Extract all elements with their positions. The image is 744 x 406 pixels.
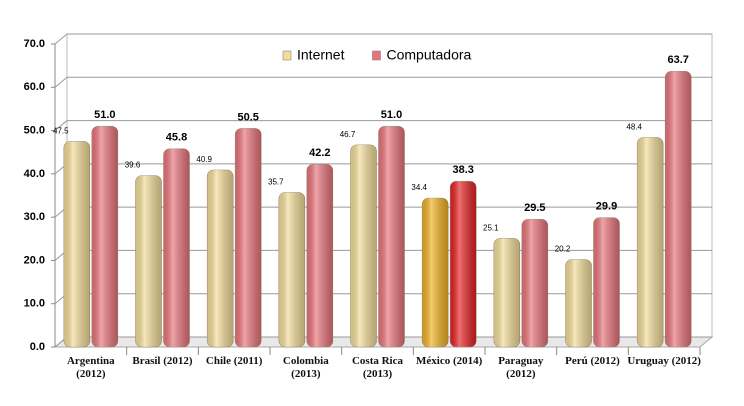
value-label: 51.0 bbox=[381, 109, 402, 121]
bar-shade bbox=[593, 217, 620, 347]
value-label: 48.4 bbox=[626, 123, 642, 132]
value-label: 50.5 bbox=[237, 111, 258, 123]
bar-shade bbox=[135, 175, 162, 347]
bar-shade bbox=[665, 71, 692, 348]
legend-swatch bbox=[372, 50, 381, 61]
y-tick-label: 70.0 bbox=[24, 38, 45, 50]
y-tick-label: 30.0 bbox=[24, 211, 45, 223]
grid-line-side bbox=[54, 120, 68, 131]
value-label: 46.7 bbox=[340, 130, 356, 139]
value-label: 47.5 bbox=[53, 127, 69, 136]
legend-label: Computadora bbox=[386, 47, 471, 63]
value-label: 51.0 bbox=[94, 109, 115, 121]
value-label: 35.7 bbox=[268, 178, 284, 187]
x-tick-label: Paraguay (2012) bbox=[498, 355, 544, 380]
y-tick-label: 0.0 bbox=[30, 341, 45, 353]
y-tick-label: 10.0 bbox=[24, 298, 45, 310]
y-tick-label: 20.0 bbox=[24, 254, 45, 266]
value-label: 20.2 bbox=[555, 245, 571, 254]
bar-shade bbox=[278, 192, 305, 347]
value-label: 45.8 bbox=[166, 132, 187, 144]
grid-line-side bbox=[54, 33, 68, 45]
value-label: 29.5 bbox=[524, 202, 545, 214]
y-tick-label: 40.0 bbox=[24, 168, 45, 180]
bar-shade bbox=[91, 126, 118, 347]
bar-shade bbox=[350, 144, 377, 347]
value-label: 39.6 bbox=[125, 161, 141, 170]
bar-shade bbox=[450, 181, 477, 347]
x-tick-label: Argentina (2012) bbox=[66, 355, 115, 380]
value-label: 29.9 bbox=[596, 200, 617, 212]
x-tick-label: México (2014) bbox=[416, 355, 483, 367]
value-label: 38.3 bbox=[452, 164, 473, 176]
x-tick-label: Costa Rica (2013) bbox=[351, 355, 403, 380]
y-tick-label: 50.0 bbox=[24, 124, 45, 136]
x-tick-label: Brasil (2012) bbox=[132, 355, 193, 367]
bar-shade bbox=[521, 219, 548, 347]
bar-shade bbox=[235, 128, 262, 347]
legend-label: Internet bbox=[297, 47, 345, 63]
bar-shade bbox=[207, 169, 234, 347]
value-label: 63.7 bbox=[667, 54, 688, 66]
x-tick-label: Colombia (2013) bbox=[282, 355, 329, 380]
bar-shade bbox=[163, 148, 190, 347]
bar-shade bbox=[493, 238, 520, 347]
bar-shade bbox=[378, 126, 405, 347]
grid-line-side bbox=[54, 76, 68, 88]
bar-shade bbox=[306, 164, 333, 347]
bar-shade bbox=[565, 259, 592, 347]
x-tick-label: Uruguay (2012) bbox=[627, 355, 701, 367]
bar-shade bbox=[63, 141, 90, 347]
value-label: 42.2 bbox=[309, 147, 330, 159]
x-tick-label: Perú (2012) bbox=[565, 355, 620, 367]
value-label: 25.1 bbox=[483, 223, 499, 232]
bar-shade bbox=[637, 137, 664, 347]
x-tick-label: Chile (2011) bbox=[205, 355, 263, 367]
value-label: 34.4 bbox=[411, 183, 427, 192]
legend-swatch bbox=[282, 50, 292, 61]
bar-shade bbox=[422, 198, 449, 347]
value-label: 40.9 bbox=[196, 155, 212, 164]
y-tick-label: 60.0 bbox=[24, 81, 45, 93]
